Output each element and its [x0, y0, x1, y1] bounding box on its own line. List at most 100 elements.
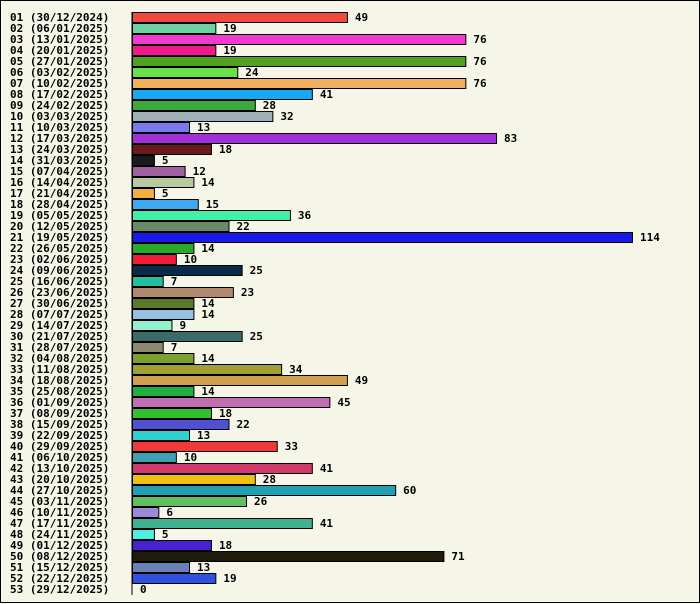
- category-label: 31 (28/07/2025): [10, 341, 109, 354]
- bar: [132, 221, 230, 232]
- data-label: 45: [337, 396, 350, 409]
- bar: [132, 364, 283, 375]
- bar: [132, 23, 217, 34]
- data-label: 25: [250, 330, 263, 343]
- data-label: 60: [403, 484, 416, 497]
- category-label: 08 (17/02/2025): [10, 88, 109, 101]
- data-label: 19: [223, 572, 236, 585]
- category-label: 35 (25/08/2025): [10, 385, 109, 398]
- data-label: 25: [250, 264, 263, 277]
- bar: [132, 188, 155, 199]
- bar: [132, 386, 195, 397]
- data-label: 76: [473, 33, 487, 46]
- data-label: 14: [201, 308, 215, 321]
- data-label: 5: [162, 528, 169, 541]
- data-label: 14: [201, 385, 215, 398]
- data-label: 23: [241, 286, 254, 299]
- category-label: 27 (30/06/2025): [10, 297, 109, 310]
- bar: [132, 507, 160, 518]
- data-label: 7: [171, 275, 178, 288]
- data-label: 7: [171, 341, 178, 354]
- data-label: 6: [166, 506, 173, 519]
- category-label: 03 (13/01/2025): [10, 33, 109, 46]
- data-label: 26: [254, 495, 268, 508]
- category-label: 42 (13/10/2025): [10, 462, 109, 475]
- bar: [132, 45, 217, 56]
- bar: [132, 419, 230, 430]
- data-label: 12: [193, 165, 206, 178]
- category-label: 13 (24/03/2025): [10, 143, 109, 156]
- bar: [132, 67, 239, 78]
- bar: [132, 89, 313, 100]
- data-label: 28: [263, 99, 276, 112]
- category-label: 33 (11/08/2025): [10, 363, 109, 376]
- category-label: 43 (20/10/2025): [10, 473, 109, 486]
- bar: [132, 56, 467, 67]
- category-label: 18 (28/04/2025): [10, 198, 109, 211]
- bar: [132, 562, 191, 573]
- category-label: 50 (08/12/2025): [10, 550, 109, 563]
- bar: [132, 254, 177, 265]
- bar: [132, 408, 212, 419]
- data-label: 5: [162, 187, 169, 200]
- data-label: 83: [504, 132, 517, 145]
- data-label: 14: [201, 352, 215, 365]
- category-label: 47 (17/11/2025): [10, 517, 109, 530]
- bar: [132, 551, 445, 562]
- bar: [132, 309, 195, 320]
- data-label: 14: [201, 297, 215, 310]
- bar: [132, 298, 195, 309]
- category-label: 23 (02/06/2025): [10, 253, 109, 266]
- bar: [132, 474, 256, 485]
- data-label: 32: [280, 110, 293, 123]
- bar: [132, 518, 313, 529]
- category-label: 51 (15/12/2025): [10, 561, 109, 574]
- bar: [132, 232, 633, 243]
- bar: [132, 100, 256, 111]
- bar: [132, 144, 212, 155]
- data-label: 34: [289, 363, 303, 376]
- data-label: 19: [223, 22, 236, 35]
- data-label: 41: [320, 88, 334, 101]
- bar: [132, 320, 173, 331]
- category-label: 36 (01/09/2025): [10, 396, 109, 409]
- category-label: 11 (10/03/2025): [10, 121, 109, 134]
- category-label: 15 (07/04/2025): [10, 165, 109, 178]
- category-label: 29 (14/07/2025): [10, 319, 109, 332]
- category-label: 37 (08/09/2025): [10, 407, 109, 420]
- bar: [132, 331, 243, 342]
- bar: [132, 265, 243, 276]
- data-label: 24: [245, 66, 259, 79]
- data-label: 76: [473, 77, 487, 90]
- data-label: 13: [197, 121, 210, 134]
- data-label: 5: [162, 154, 169, 167]
- data-label: 19: [223, 44, 236, 57]
- data-label: 18: [219, 539, 232, 552]
- bar: [132, 397, 331, 408]
- category-label: 21 (19/05/2025): [10, 231, 109, 244]
- bar: [132, 78, 467, 89]
- data-label: 18: [219, 407, 232, 420]
- data-label: 71: [451, 550, 465, 563]
- bar: [132, 276, 164, 287]
- bar: [132, 496, 248, 507]
- category-label: 01 (30/12/2024): [10, 11, 109, 24]
- category-label: 52 (22/12/2025): [10, 572, 109, 585]
- bar: [132, 573, 217, 584]
- category-label: 44 (27/10/2025): [10, 484, 109, 497]
- data-label: 49: [355, 11, 368, 24]
- category-label: 19 (05/05/2025): [10, 209, 109, 222]
- category-label: 24 (09/06/2025): [10, 264, 109, 277]
- bar: [132, 155, 155, 166]
- bar: [132, 353, 195, 364]
- category-label: 22 (26/05/2025): [10, 242, 109, 255]
- category-label: 10 (03/03/2025): [10, 110, 109, 123]
- bar: [132, 430, 191, 441]
- data-label: 28: [263, 473, 276, 486]
- bar: [132, 243, 195, 254]
- data-label: 10: [184, 253, 197, 266]
- data-label: 22: [236, 220, 249, 233]
- bar: [132, 111, 274, 122]
- data-label: 14: [201, 176, 215, 189]
